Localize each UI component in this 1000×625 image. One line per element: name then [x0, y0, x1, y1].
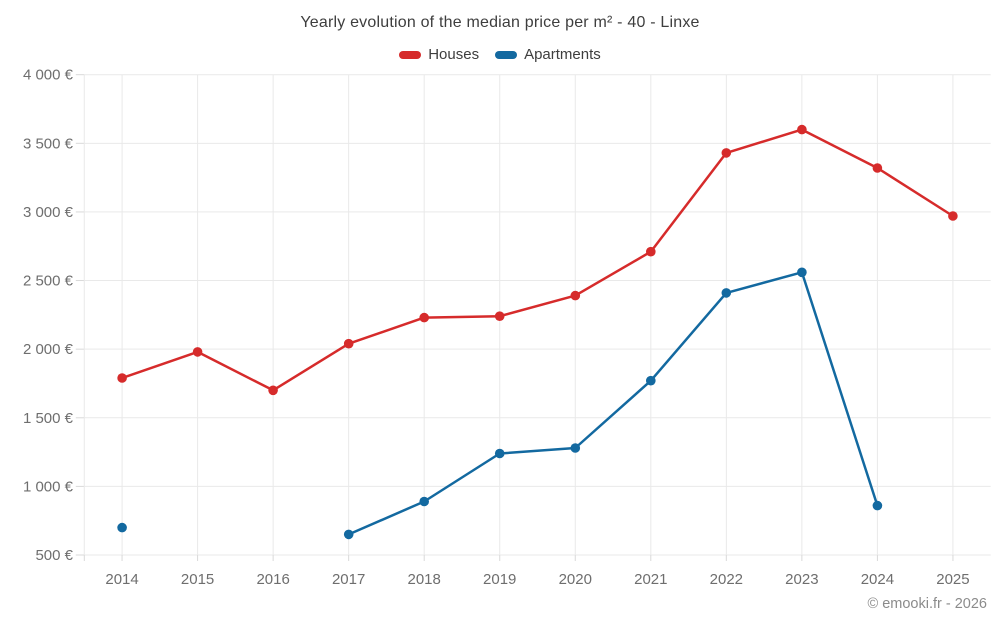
point-houses-2019[interactable]: [494, 311, 505, 322]
copyright-text: © emooki.fr - 2026: [867, 596, 987, 612]
x-axis-label: 2019: [483, 571, 516, 588]
x-axis-label: 2025: [936, 571, 969, 588]
x-axis-label: 2017: [332, 571, 365, 588]
legend-label: Houses: [428, 46, 480, 63]
x-axis-label: 2020: [559, 571, 592, 588]
x-axis-label: 2023: [785, 571, 818, 588]
point-houses-2017[interactable]: [343, 338, 354, 349]
x-axis-label: 2018: [408, 571, 441, 588]
point-apartments-2019[interactable]: [494, 448, 505, 459]
point-houses-2015[interactable]: [192, 347, 203, 357]
point-houses-2025[interactable]: [948, 211, 958, 221]
point-apartments-2014[interactable]: [117, 522, 127, 533]
x-axis-label: 2021: [634, 571, 667, 588]
x-axis-label: 2022: [710, 571, 743, 588]
point-apartments-2024[interactable]: [872, 500, 883, 511]
series-line-houses: [120, 128, 955, 392]
y-axis-label: 500 €: [35, 547, 73, 564]
y-axis-label: 1 500 €: [23, 410, 74, 427]
x-axis-label: 2016: [256, 571, 289, 588]
x-axis-label: 2024: [861, 571, 894, 588]
legend-item-houses[interactable]: Houses: [399, 46, 479, 63]
point-houses-2022[interactable]: [721, 148, 732, 158]
point-apartments-2017[interactable]: [343, 529, 354, 540]
point-apartments-2020[interactable]: [570, 443, 581, 453]
point-houses-2020[interactable]: [570, 290, 581, 301]
y-axis-label: 2 500 €: [23, 273, 74, 290]
y-axis-label: 4 000 €: [23, 67, 74, 84]
point-houses-2016[interactable]: [268, 385, 278, 396]
series-line-apartments: [347, 271, 879, 536]
point-houses-2023[interactable]: [797, 124, 807, 135]
point-apartments-2021[interactable]: [646, 375, 656, 386]
y-axis-label: 2 000 €: [23, 341, 74, 358]
x-axis-label: 2015: [181, 571, 214, 588]
chart-title: Yearly evolution of the median price per…: [300, 14, 700, 31]
x-axis-label: 2014: [105, 571, 138, 588]
point-houses-2018[interactable]: [419, 312, 430, 323]
legend-swatch-houses: [399, 50, 422, 59]
point-apartments-2023[interactable]: [797, 267, 807, 278]
y-axis-label: 1 000 €: [23, 478, 74, 495]
point-houses-2014[interactable]: [117, 373, 127, 383]
point-apartments-2022[interactable]: [721, 288, 732, 298]
point-houses-2024[interactable]: [872, 163, 883, 173]
legend: Houses Apartments: [0, 46, 1000, 63]
y-axis-label: 3 500 €: [23, 135, 74, 152]
point-houses-2021[interactable]: [646, 246, 656, 257]
legend-swatch-apartments: [495, 50, 518, 59]
point-apartments-2018[interactable]: [419, 496, 430, 507]
legend-label: Apartments: [524, 46, 601, 63]
legend-item-apartments[interactable]: Apartments: [495, 46, 601, 63]
y-axis-label: 3 000 €: [23, 204, 74, 221]
